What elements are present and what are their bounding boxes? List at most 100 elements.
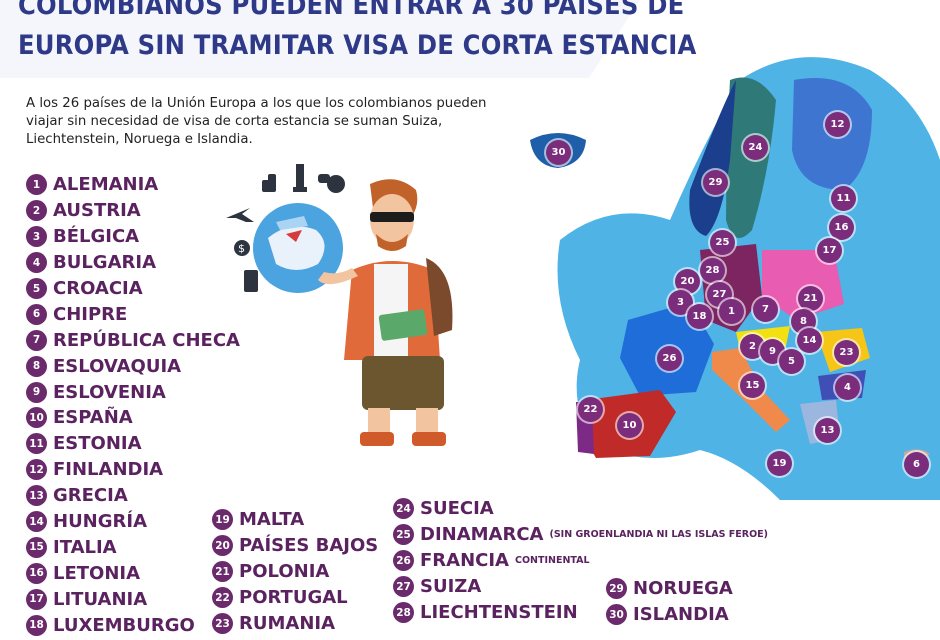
country-item: 13 GRECIA <box>26 483 240 509</box>
country-number-badge: 4 <box>26 252 47 274</box>
country-item: 19 MALTA <box>212 507 378 533</box>
country-item: 17 LITUANIA <box>26 586 240 612</box>
map-number-marker: 5 <box>779 349 804 374</box>
country-number-badge: 20 <box>212 535 233 557</box>
country-item: 9 ESLOVENIA <box>26 379 240 405</box>
airplane-icon <box>226 208 254 222</box>
country-name: LITUANIA <box>53 588 148 610</box>
tower-icon <box>293 164 307 192</box>
dollar-icon: $ <box>234 240 250 256</box>
country-number-badge: 5 <box>26 278 47 299</box>
country-list-col4: 29 NORUEGA 30 ISLANDIA <box>606 576 733 628</box>
map-number-marker: 28 <box>700 258 725 283</box>
map-number-marker: 11 <box>831 186 856 211</box>
country-item: 25 DINAMARCA (SIN GROENLANDIA NI LAS ISLAS… <box>393 522 768 548</box>
country-number-badge: 9 <box>26 381 47 403</box>
map-number-marker: 24 <box>743 135 768 160</box>
country-item: 1 ALEMANIA <box>26 172 240 198</box>
country-number-badge: 26 <box>393 550 414 572</box>
country-item: 14 HUNGRÍA <box>26 509 240 535</box>
country-name: ESLOVENIA <box>53 381 166 403</box>
intro-text: A los 26 países de la Unión Europa a los… <box>26 96 487 147</box>
svg-text:$: $ <box>238 242 245 255</box>
traveler-person <box>318 179 453 446</box>
country-name: RUMANIA <box>239 613 336 634</box>
country-name: GRECIA <box>53 485 128 507</box>
map-number-marker: 20 <box>675 269 700 294</box>
country-name: REPÚBLICA CHECA <box>53 329 240 351</box>
map-number-marker: 12 <box>825 112 850 137</box>
country-item: 10 ESPAÑA <box>26 405 240 431</box>
country-name: ITALIA <box>53 536 117 558</box>
chat-icon <box>318 174 345 193</box>
country-number-badge: 6 <box>26 303 47 325</box>
country-item: 20 PAÍSES BAJOS <box>212 533 378 559</box>
norway-shape <box>689 80 736 236</box>
country-number-badge: 23 <box>212 613 233 634</box>
map-number-marker: 14 <box>797 328 822 353</box>
country-name: SUECIA <box>420 498 494 520</box>
country-number-badge: 22 <box>212 587 233 609</box>
country-item: 8 ESLOVAQUIA <box>26 353 240 379</box>
country-number-badge: 14 <box>26 511 47 533</box>
country-number-badge: 24 <box>393 498 414 520</box>
country-number-badge: 7 <box>26 329 47 351</box>
country-name: PORTUGAL <box>239 587 348 609</box>
country-name: LUXEMBURGO <box>53 614 195 636</box>
country-item: 3 BÉLGICA <box>26 224 240 250</box>
country-number-badge: 18 <box>26 614 47 636</box>
country-name: ESLOVAQUIA <box>53 355 182 377</box>
country-name: ISLANDIA <box>633 604 729 626</box>
country-item: 24 SUECIA <box>393 496 768 522</box>
map-number-marker: 7 <box>753 297 778 322</box>
country-note: (SIN GROENLANDIA NI LAS ISLAS FEROE) <box>549 529 769 541</box>
country-item: 23 RUMANIA <box>212 611 378 637</box>
title-banner <box>0 0 640 78</box>
country-item: 5 CROACIA <box>26 276 240 302</box>
country-item: 27 SUIZA <box>393 574 768 600</box>
title-line-2: EUROPA SIN TRAMITAR VISA DE CORTA ESTANC… <box>18 30 697 61</box>
poland-shape <box>762 250 844 320</box>
map-number-marker: 26 <box>657 346 682 371</box>
map-number-marker: 29 <box>703 170 728 195</box>
country-number-badge: 27 <box>393 576 414 598</box>
country-number-badge: 17 <box>26 588 47 610</box>
country-number-badge: 13 <box>26 485 47 507</box>
country-number-badge: 30 <box>606 604 627 626</box>
country-name: LIECHTENSTEIN <box>420 602 578 623</box>
country-name: ESTONIA <box>53 433 142 455</box>
map-number-marker: 19 <box>767 451 792 476</box>
country-number-badge: 10 <box>26 407 47 429</box>
map-number-marker: 22 <box>578 397 603 422</box>
country-number-badge: 12 <box>26 459 47 481</box>
country-number-badge: 8 <box>26 355 47 377</box>
country-name: BULGARIA <box>53 252 156 274</box>
country-item: 29 NORUEGA <box>606 576 733 602</box>
country-name: ALEMANIA <box>53 174 159 196</box>
country-item: 7 REPÚBLICA CHECA <box>26 327 240 353</box>
map-number-marker: 6 <box>904 452 929 477</box>
country-number-badge: 2 <box>26 200 47 222</box>
country-name: DINAMARCA <box>420 524 544 546</box>
country-list-col2: 19 MALTA 20 PAÍSES BAJOS 21 POLONIA 22 PORTUGAL… <box>212 507 378 636</box>
country-name: FINLANDIA <box>53 459 164 481</box>
map-number-marker: 23 <box>834 340 859 365</box>
country-item: 22 PORTUGAL <box>212 585 378 611</box>
country-number-badge: 15 <box>26 536 47 558</box>
country-item: 16 LETONIA <box>26 560 240 586</box>
map-number-marker: 17 <box>817 238 842 263</box>
country-item: 30 ISLANDIA <box>606 602 733 628</box>
map-number-marker: 15 <box>740 373 765 398</box>
country-number-badge: 19 <box>212 509 233 531</box>
country-name: CROACIA <box>53 278 143 299</box>
country-name: LETONIA <box>53 562 141 584</box>
traveler-illustration: $ <box>226 164 453 446</box>
map-number-marker: 21 <box>798 286 823 311</box>
country-note: CONTINENTAL <box>515 555 590 567</box>
country-name: NORUEGA <box>633 578 733 600</box>
country-name: POLONIA <box>239 561 330 583</box>
map-number-marker: 1 <box>719 299 744 324</box>
country-number-badge: 1 <box>26 174 47 196</box>
title-line-1: COLOMBIANOS PUEDEN ENTRAR A 30 PAÍSES DE <box>18 0 685 21</box>
globe-icon <box>253 203 343 293</box>
